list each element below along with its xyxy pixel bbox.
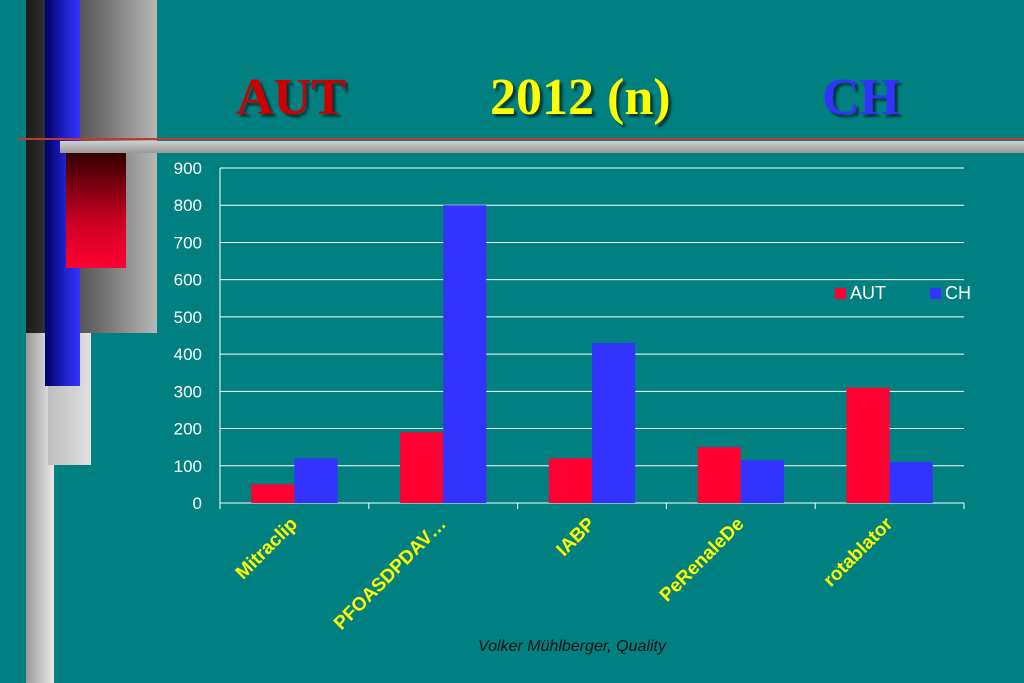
title-aut: AUT xyxy=(236,69,346,126)
y-tick-label: 400 xyxy=(174,345,202,364)
y-tick-label: 100 xyxy=(174,457,202,476)
slide-title: AUT 2012 (n) CH xyxy=(0,72,1024,142)
bar-ch-mitraclip xyxy=(294,458,338,503)
x-tick-label: IABP xyxy=(553,513,600,560)
y-tick-label: 600 xyxy=(174,271,202,290)
bar-aut-rotablator xyxy=(846,387,890,503)
bar-aut-perenalede xyxy=(697,447,741,503)
y-tick-label: 900 xyxy=(174,159,202,178)
x-tick-label: PFOASDPDAV… xyxy=(330,514,451,635)
title-ch: CH xyxy=(822,69,900,126)
footer-credit: Volker Mühlberger, Quality xyxy=(478,638,666,655)
y-tick-label: 700 xyxy=(174,233,202,252)
decor-red-bar xyxy=(66,153,126,268)
x-tick-label: Mitraclip xyxy=(232,514,302,584)
y-tick-label: 800 xyxy=(174,196,202,215)
y-tick-label: 500 xyxy=(174,308,202,327)
bar-aut-pfoasdpdav xyxy=(400,432,444,503)
y-tick-label: 0 xyxy=(193,494,202,513)
legend-label-ch: CH xyxy=(945,283,971,303)
title-shadow-bar xyxy=(60,141,1024,153)
bar-ch-pfoasdpdav xyxy=(443,205,487,503)
y-tick-label: 300 xyxy=(174,382,202,401)
legend-label-aut: AUT xyxy=(850,283,886,303)
bar-ch-perenalede xyxy=(740,460,784,503)
bar-ch-rotablator xyxy=(889,462,933,503)
x-tick-label: PeRenaleDe xyxy=(656,514,749,607)
bar-aut-iabp xyxy=(548,458,592,503)
legend-swatch-aut xyxy=(835,288,846,299)
x-tick-label: rotablator xyxy=(820,513,898,591)
y-tick-label: 200 xyxy=(174,420,202,439)
bar-ch-iabp xyxy=(592,342,636,503)
title-underline xyxy=(18,138,1024,140)
bar-aut-mitraclip xyxy=(251,484,295,503)
title-year: 2012 (n) xyxy=(490,69,671,126)
legend-swatch-ch xyxy=(930,288,941,299)
